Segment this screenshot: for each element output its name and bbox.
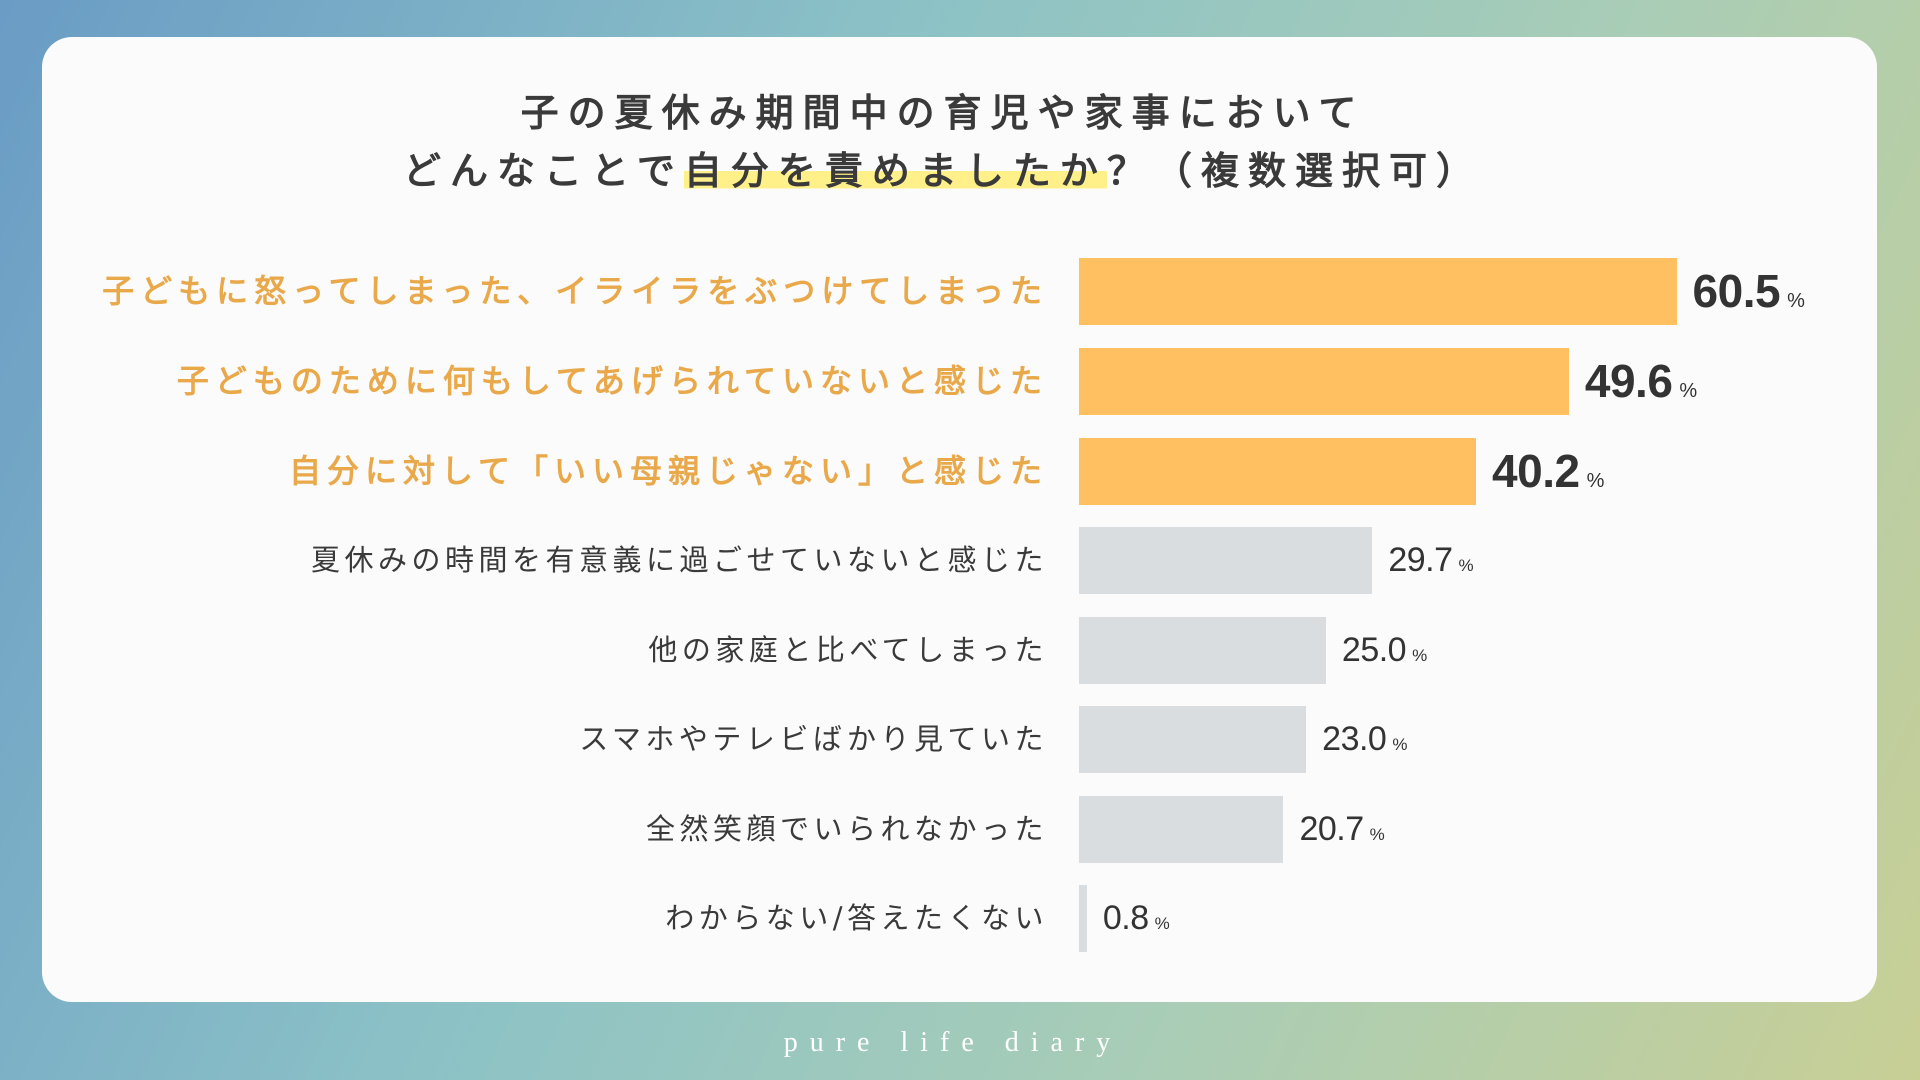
value-number: 40.2 — [1492, 444, 1580, 497]
value-label: 49.6% — [1585, 348, 1697, 415]
value-number: 60.5 — [1692, 265, 1781, 318]
title-text-before: どんなことで — [403, 149, 684, 193]
value-label: 20.7% — [1299, 796, 1384, 863]
percent-unit: % — [1787, 290, 1805, 313]
bar — [1079, 527, 1373, 595]
value-number: 49.6 — [1584, 354, 1673, 407]
category-label: 子どものために何もしてあげられていないと感じた — [176, 361, 1048, 400]
bar — [1079, 706, 1307, 774]
value-label: 60.5% — [1693, 258, 1805, 325]
value-label: 40.2% — [1492, 438, 1604, 505]
bar — [1079, 437, 1477, 505]
category-label: 全然笑顔でいられなかった — [645, 811, 1048, 846]
value-number: 23.0 — [1322, 720, 1387, 759]
percent-unit: % — [1586, 469, 1605, 492]
category-label: 夏休みの時間を有意義に過ごせていないと感じた — [310, 543, 1048, 578]
value-label: 0.8% — [1103, 885, 1170, 952]
bar — [1079, 347, 1569, 415]
title-highlighted-text: 自分を責めましたか — [683, 149, 1107, 193]
category-label: 子どもに怒ってしまった、イライラをぶつけてしまった — [102, 272, 1048, 311]
percent-unit: % — [1369, 824, 1385, 844]
brand-footer: pure life diary — [783, 1027, 1123, 1058]
value-number: 0.8 — [1102, 899, 1149, 938]
percent-unit: % — [1392, 735, 1408, 755]
percent-unit: % — [1679, 379, 1698, 402]
category-label: 他の家庭と比べてしまった — [648, 632, 1048, 667]
percent-unit: % — [1458, 556, 1474, 576]
content-card — [42, 37, 1877, 1002]
bar — [1079, 258, 1677, 326]
value-label: 23.0% — [1322, 706, 1407, 773]
category-label: 自分に対して「いい母親じゃない」と感じた — [288, 451, 1048, 490]
value-label: 29.7% — [1388, 527, 1473, 594]
percent-unit: % — [1154, 914, 1170, 934]
value-number: 20.7 — [1299, 809, 1364, 848]
value-number: 29.7 — [1388, 541, 1453, 580]
percent-unit: % — [1412, 645, 1428, 665]
chart-title-line-1: 子の夏休み期間中の育児や家事において — [520, 91, 1366, 135]
category-label: スマホやテレビばかり見ていた — [579, 722, 1048, 757]
value-number: 25.0 — [1341, 630, 1407, 669]
bar — [1079, 795, 1284, 863]
chart-title-line-2: どんなことで自分を責めましたか？（複数選択可） — [0, 146, 1886, 196]
title-text-after: ？（複数選択可） — [1106, 149, 1483, 193]
value-label: 25.0% — [1342, 617, 1427, 684]
category-label: わからない/答えたくない — [665, 901, 1048, 936]
bar — [1079, 616, 1326, 684]
bar — [1079, 885, 1087, 953]
